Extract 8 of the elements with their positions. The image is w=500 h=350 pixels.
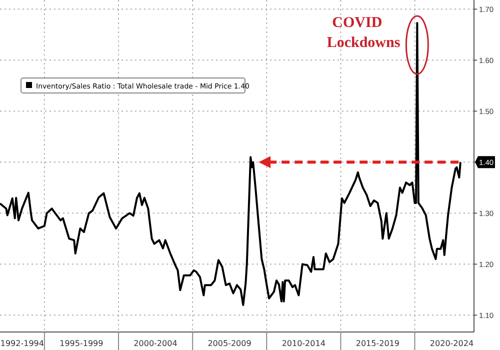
- annotation: COVID Lockdowns: [326, 14, 400, 51]
- x-tick-label: 2010-2014: [282, 339, 326, 348]
- x-tick-label: 1992-1994: [0, 339, 44, 348]
- x-tick-label: 2005-2009: [208, 339, 252, 348]
- x-tick-label: 2020-2024: [430, 339, 474, 348]
- x-tick-label: 2015-2019: [356, 339, 400, 348]
- x-tick-label: 1995-1999: [60, 339, 104, 348]
- x-tick-label: 2000-2004: [134, 339, 178, 348]
